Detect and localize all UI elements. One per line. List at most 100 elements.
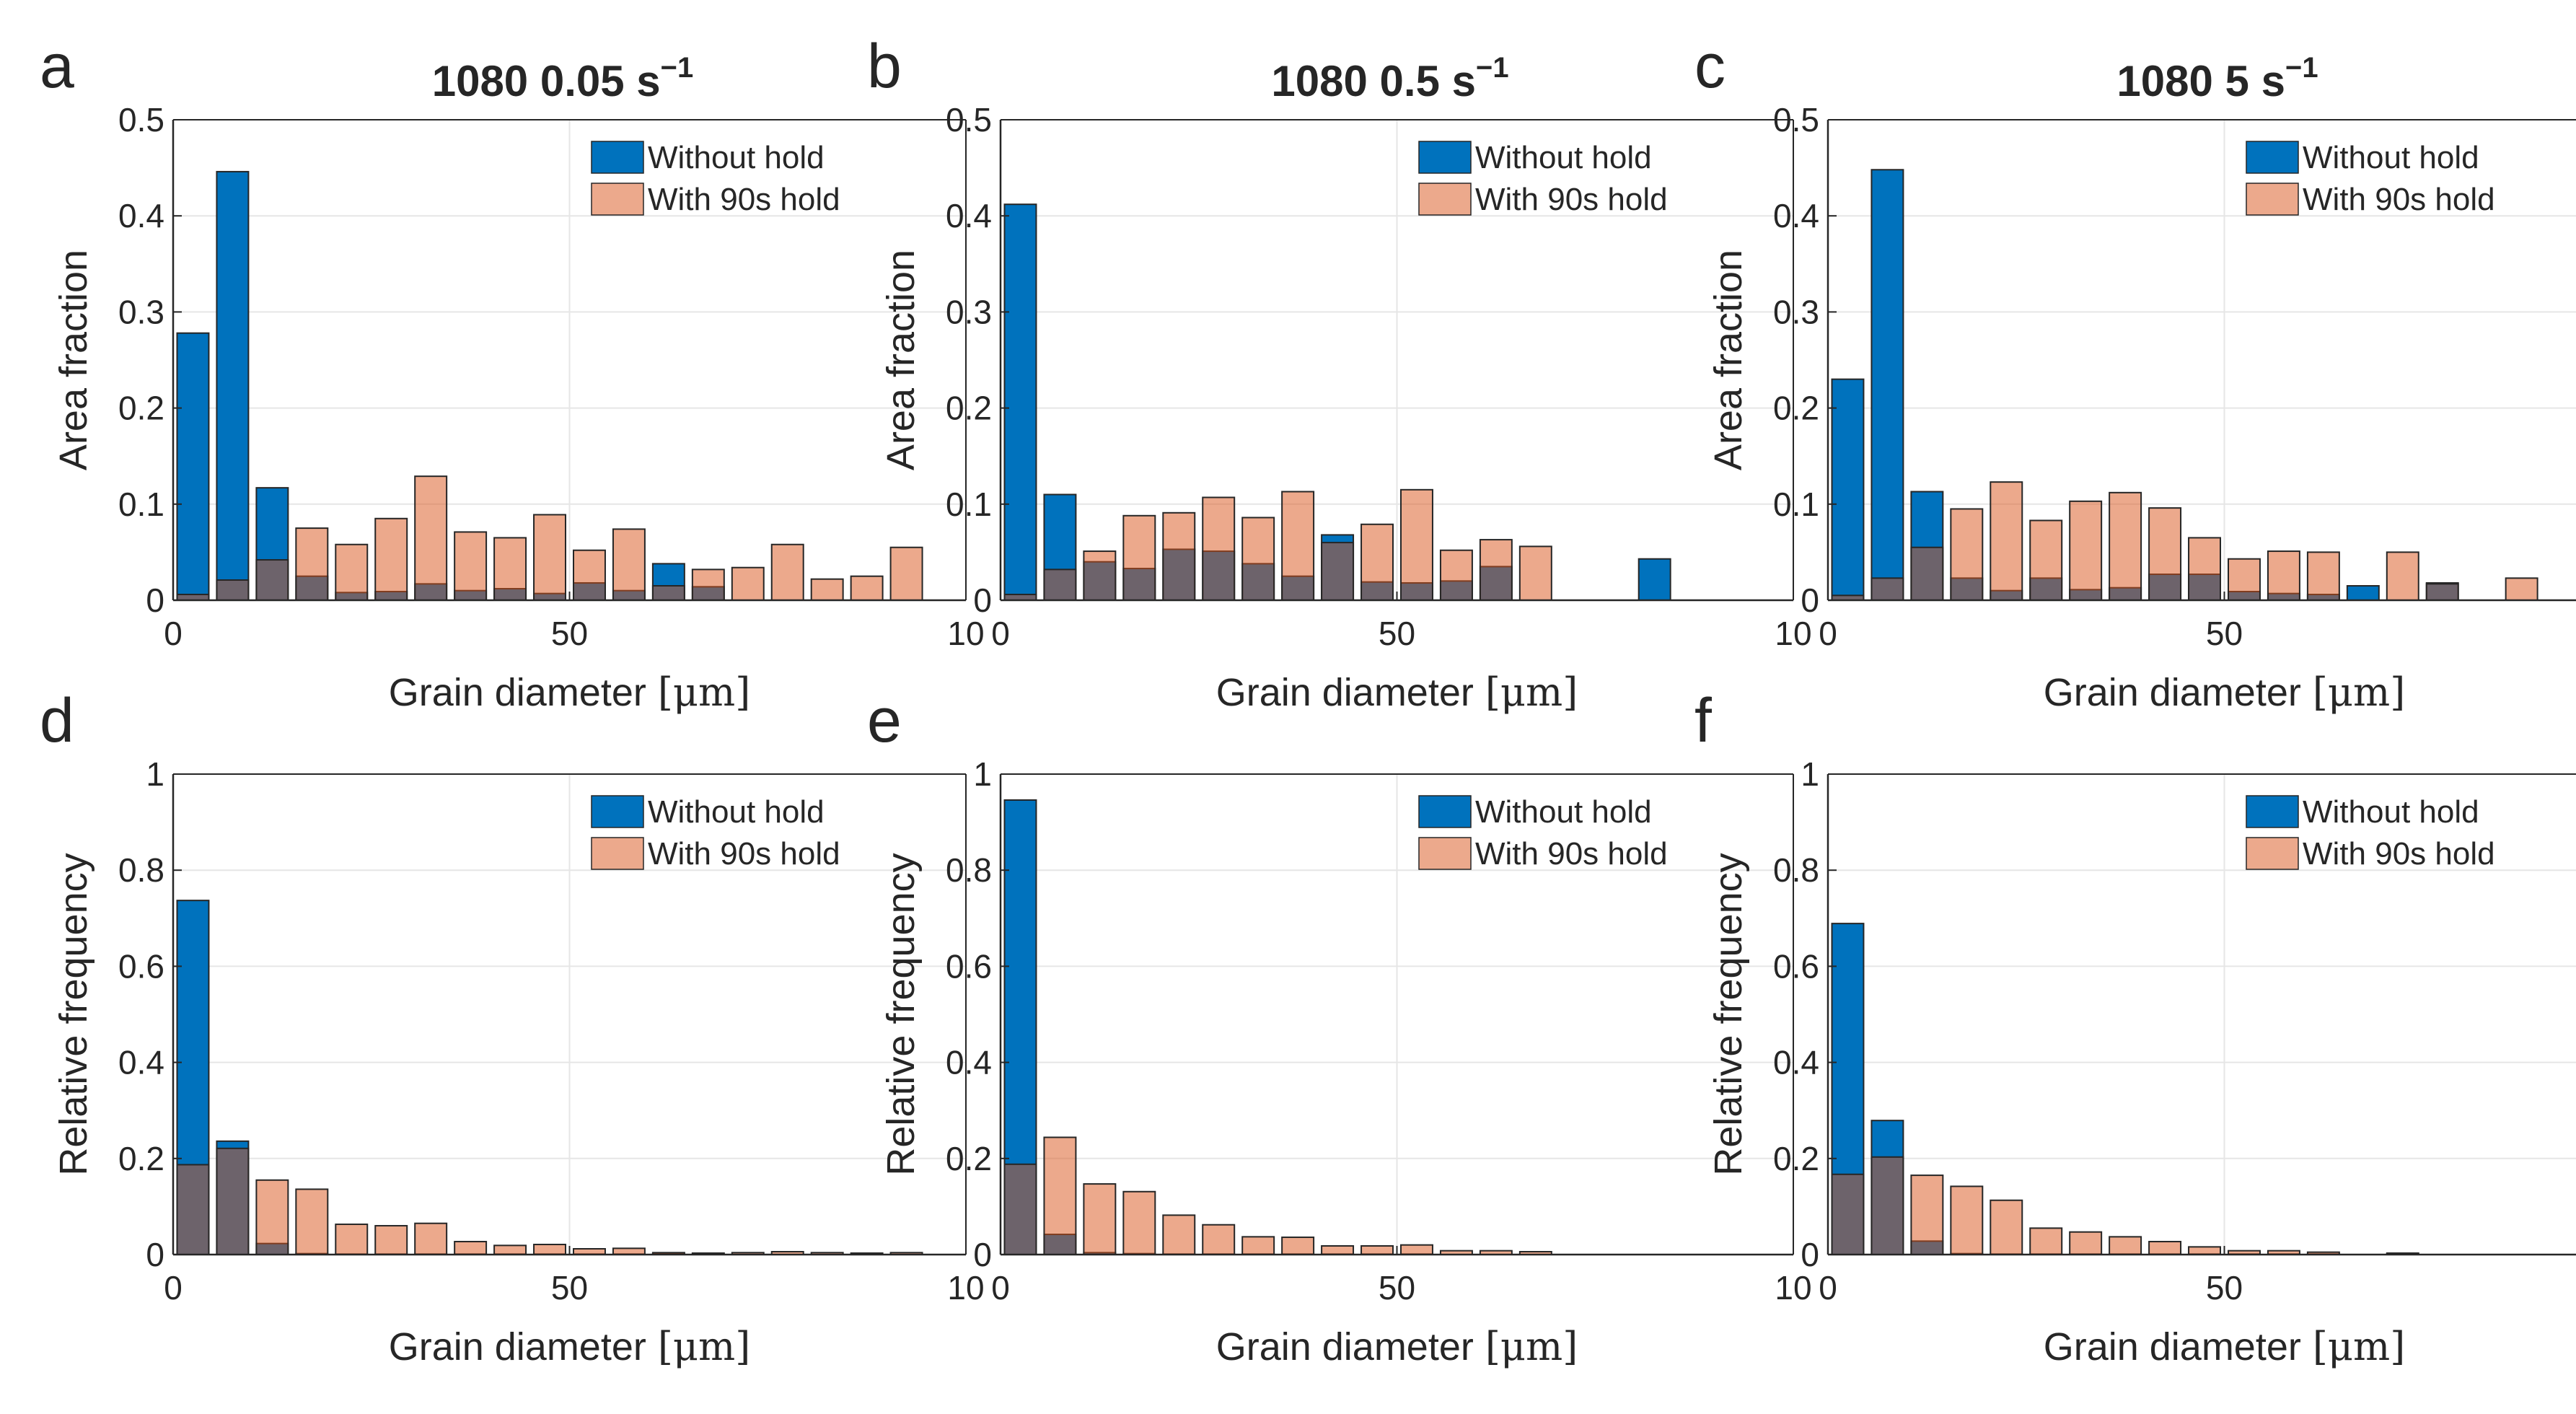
x-tick-label: 0: [1819, 1269, 1837, 1307]
y-tick-label: 1: [1801, 755, 1819, 793]
bar-with-hold: [454, 531, 488, 601]
x-tick-label: 10: [1775, 615, 1811, 652]
chart-title-text: 1080 5 s: [2116, 57, 2285, 105]
legend-swatch-without-hold: [1418, 141, 1472, 174]
x-axis-label: Grain diameter [μm]: [2044, 669, 2406, 715]
x-tick-label: 0: [164, 1269, 183, 1307]
bar-with-hold: [612, 1247, 646, 1256]
x-tick-label: 0: [1819, 615, 1837, 652]
x-axis-label-text: Grain diameter: [389, 671, 646, 714]
y-tick-label: 0.1: [946, 486, 992, 523]
x-axis-label-unit: [μm]: [2313, 1324, 2405, 1369]
legend-swatch-with-hold: [2246, 837, 2299, 870]
chart-title-superscript: −1: [1476, 52, 1509, 84]
y-tick-label: 0: [973, 1236, 992, 1273]
bar-with-hold: [651, 585, 685, 602]
bar-with-hold: [1399, 488, 1433, 601]
y-tick-label: 0.3: [946, 293, 992, 330]
bar-with-hold: [1990, 1199, 2023, 1255]
bar-with-hold: [493, 537, 527, 601]
panel-letter: a: [40, 32, 74, 101]
bar-with-hold: [1990, 481, 2023, 601]
bar-without-hold: [176, 332, 210, 601]
bar-with-hold: [1831, 1173, 1865, 1255]
legend-label-with-hold: With 90s hold: [1475, 836, 1668, 871]
y-tick-label: 0.6: [1773, 947, 1819, 985]
bar-with-hold: [414, 1222, 448, 1255]
bar-with-hold: [2227, 558, 2261, 601]
legend-swatch-without-hold: [2246, 141, 2299, 174]
x-axis-label: Grain diameter [μm]: [2044, 1324, 2406, 1369]
bar-with-hold: [1910, 1174, 1944, 1255]
y-axis-label: Relative frequency: [1707, 853, 1750, 1175]
panel-letter: f: [1694, 686, 1713, 755]
y-tick-label: 0: [146, 581, 164, 619]
bar-with-hold: [691, 568, 725, 601]
bar-with-hold: [295, 527, 329, 601]
bar-with-hold: [2188, 1246, 2222, 1255]
y-tick-label: 0.8: [1773, 851, 1819, 889]
bar-with-hold: [1439, 549, 1473, 602]
x-axis-label-unit: [μm]: [2313, 669, 2405, 715]
bar-without-hold: [1871, 169, 1904, 602]
bar-with-hold: [1871, 577, 1904, 602]
bar-with-hold: [216, 579, 250, 602]
bar-with-hold: [1043, 1136, 1077, 1255]
y-axis-label: Area fraction: [879, 250, 923, 470]
bar-with-hold: [255, 559, 289, 602]
legend-swatch-with-hold: [1418, 183, 1472, 216]
bar-with-hold: [731, 566, 765, 601]
plot-area: [1828, 774, 2576, 1255]
bar-with-hold: [1122, 514, 1156, 601]
y-tick-label: 0.3: [118, 293, 164, 330]
x-tick-label: 10: [1775, 1269, 1811, 1307]
legend-swatch-with-hold: [591, 183, 644, 216]
legend-swatch-without-hold: [2246, 795, 2299, 828]
bar-with-hold: [1950, 508, 1984, 602]
bar-with-hold: [1360, 1245, 1394, 1255]
x-axis-label: Grain diameter [μm]: [389, 669, 751, 715]
panel-letter: e: [867, 686, 902, 755]
chart-panel-b: 0 0.1 0.2 0.3 0.4 0.5 0 50 10 Grain diameter [μm] A…: [867, 32, 1812, 715]
y-tick-label: 0.3: [1773, 293, 1819, 330]
bar-without-hold: [216, 170, 250, 602]
bar-with-hold: [1241, 517, 1275, 601]
legend-label-with-hold: With 90s hold: [2303, 836, 2495, 871]
bar-with-hold: [335, 1224, 369, 1255]
bar-without-hold: [1003, 203, 1037, 601]
x-axis-label-text: Grain diameter: [2044, 671, 2301, 714]
bar-with-hold: [1202, 496, 1236, 602]
x-axis-label-unit: [μm]: [1485, 1324, 1578, 1369]
x-tick-label: 10: [947, 615, 984, 652]
y-tick-label: 0.2: [1773, 390, 1819, 427]
panel-letter: d: [40, 686, 74, 755]
bar-with-hold: [255, 1179, 289, 1256]
bar-with-hold: [1003, 1163, 1037, 1255]
bar-with-hold: [374, 517, 408, 602]
y-tick-label: 0.2: [1773, 1140, 1819, 1177]
bar-with-hold: [2109, 491, 2142, 601]
x-tick-label: 0: [991, 1269, 1010, 1307]
legend-label-without-hold: Without hold: [1475, 140, 1652, 175]
x-tick-label: 50: [2206, 615, 2243, 652]
y-tick-label: 0: [1801, 1236, 1819, 1273]
x-axis-label-unit: [μm]: [1485, 669, 1578, 715]
bar-with-hold: [295, 1188, 329, 1255]
bar-with-hold: [1360, 523, 1394, 601]
legend-swatch-without-hold: [591, 141, 644, 174]
y-tick-label: 0.6: [118, 947, 164, 985]
bar-with-hold: [1122, 1190, 1156, 1256]
y-tick-label: 0: [1801, 581, 1819, 619]
x-axis-label-text: Grain diameter: [1216, 671, 1474, 714]
bar-with-hold: [216, 1147, 250, 1255]
bar-without-hold: [1831, 378, 1865, 601]
bar-with-hold: [850, 575, 884, 602]
legend-label-without-hold: Without hold: [648, 140, 825, 175]
y-tick-label: 0: [146, 1236, 164, 1273]
bar-with-hold: [2109, 1236, 2142, 1256]
y-tick-label: 0.2: [946, 1140, 992, 1177]
bar-with-hold: [1518, 545, 1552, 602]
y-tick-label: 0.1: [1773, 486, 1819, 523]
